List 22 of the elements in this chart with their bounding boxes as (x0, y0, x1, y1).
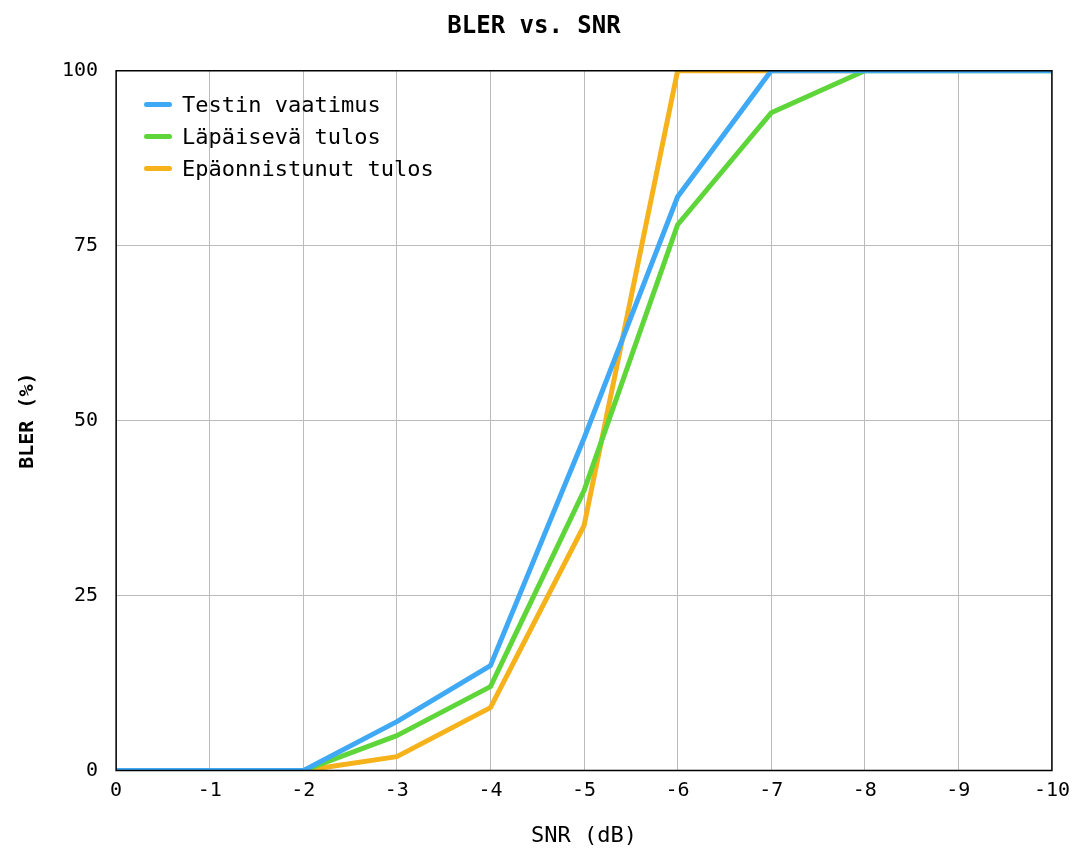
x-tick-label: -6 (665, 776, 690, 801)
y-tick-label: 0 (86, 756, 99, 781)
y-tick-label: 100 (62, 57, 99, 81)
x-tick-label: -4 (478, 776, 503, 801)
y-axis-title: BLER (%) (14, 372, 39, 469)
legend-label: Läpäisevä tulos (182, 122, 381, 151)
y-tick-label: 25 (74, 581, 99, 606)
x-tick-label: -8 (852, 776, 877, 801)
x-tick-label: -3 (384, 776, 409, 801)
chart-title: BLER vs. SNR (447, 10, 622, 39)
y-tick-label: 75 (74, 231, 99, 256)
x-tick-label: -10 (1033, 776, 1070, 801)
legend-label: Testin vaatimus (182, 90, 381, 119)
legend-label: Epäonnistunut tulos (182, 154, 434, 183)
x-tick-label: -5 (571, 776, 597, 801)
x-tick-label: -9 (946, 776, 971, 801)
x-tick-label: -7 (759, 776, 784, 801)
x-tick-label: -1 (197, 776, 222, 801)
x-tick-label: -2 (291, 776, 316, 801)
x-tick-label: 0 (110, 776, 123, 801)
x-axis-title: SNR (dB) (531, 821, 638, 847)
y-tick-label: 50 (74, 406, 99, 431)
